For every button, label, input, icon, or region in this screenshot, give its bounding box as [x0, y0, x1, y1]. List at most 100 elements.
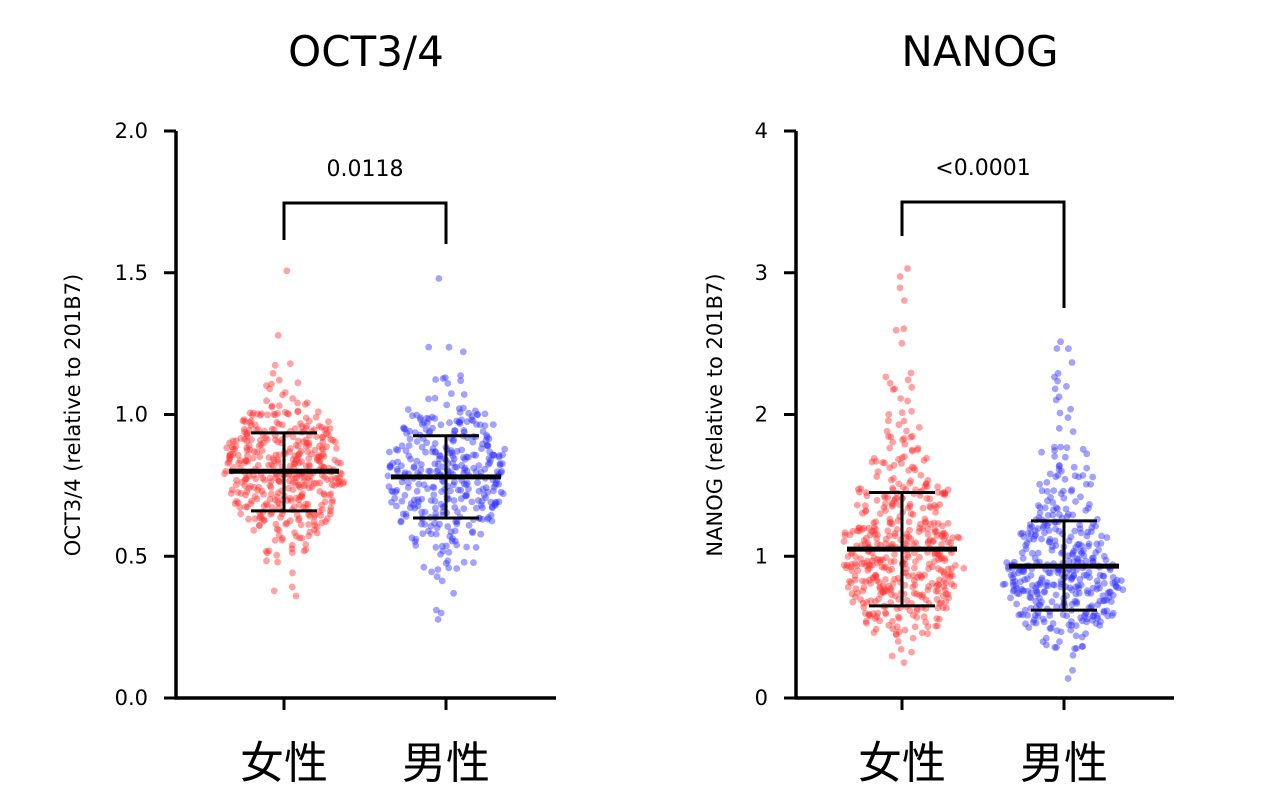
data-point — [272, 474, 280, 482]
data-point — [432, 543, 440, 551]
data-point — [259, 474, 267, 482]
data-point — [1053, 603, 1060, 610]
data-point — [845, 578, 853, 585]
data-point — [317, 511, 325, 519]
data-point — [410, 463, 418, 471]
data-point — [417, 416, 424, 424]
data-point — [490, 483, 498, 491]
y-tick-label: 2 — [755, 403, 768, 427]
category-label-male: 男性 — [402, 738, 490, 789]
data-point — [457, 486, 465, 494]
data-point — [950, 582, 958, 590]
data-point — [450, 481, 457, 489]
data-point — [847, 579, 855, 586]
data-point — [460, 505, 468, 512]
data-point — [242, 491, 249, 499]
data-point — [270, 462, 277, 470]
data-point — [1044, 582, 1052, 590]
data-point — [891, 497, 898, 504]
data-point — [320, 452, 328, 460]
data-point — [331, 482, 338, 489]
data-point — [852, 585, 860, 593]
data-point — [392, 488, 399, 496]
data-point — [925, 583, 932, 590]
data-point — [884, 527, 892, 535]
data-point — [866, 612, 874, 620]
data-point — [1097, 540, 1105, 547]
data-point — [400, 425, 408, 433]
data-point — [334, 480, 342, 488]
data-point — [941, 491, 948, 499]
data-point — [311, 526, 318, 534]
data-point — [858, 560, 866, 568]
data-point — [924, 530, 932, 538]
data-point — [1068, 586, 1076, 594]
data-point — [308, 450, 315, 458]
data-point — [471, 407, 479, 415]
data-point — [256, 522, 263, 530]
data-point — [1026, 593, 1034, 601]
data-point — [882, 540, 890, 548]
data-point — [904, 572, 912, 580]
y-ticks: 0.0 0.5 1.0 1.5 2.0 — [115, 119, 176, 710]
data-point — [869, 574, 877, 582]
data-point — [325, 418, 332, 426]
data-point — [241, 459, 248, 467]
data-point — [1073, 598, 1081, 606]
data-point — [932, 587, 940, 595]
data-point — [874, 531, 881, 538]
data-point — [451, 527, 459, 535]
data-point — [1100, 597, 1107, 605]
data-point — [1036, 601, 1044, 609]
data-point — [450, 478, 458, 486]
data-point — [256, 453, 264, 461]
data-point — [271, 361, 279, 369]
data-point — [296, 501, 303, 509]
y-tick-label: 3 — [755, 261, 768, 285]
data-point — [1034, 590, 1041, 598]
data-point — [302, 425, 310, 432]
data-point — [495, 453, 503, 461]
data-point — [296, 534, 303, 542]
data-point — [482, 437, 490, 444]
data-point — [484, 461, 492, 468]
data-point — [872, 571, 879, 579]
data-point — [1079, 643, 1086, 650]
data-point — [251, 493, 259, 500]
data-point — [873, 613, 881, 621]
data-point — [898, 339, 906, 347]
data-point — [1083, 464, 1091, 472]
data-point — [894, 574, 902, 582]
data-point — [305, 484, 313, 492]
data-point — [472, 544, 480, 551]
data-point — [1068, 574, 1075, 581]
data-point — [897, 645, 905, 653]
data-point — [301, 481, 309, 488]
data-point — [252, 475, 260, 483]
data-point — [1088, 524, 1096, 531]
chart-nanog: NANOG 0 1 2 3 4 NANOG (relative to 201B7) <0… — [703, 27, 1174, 789]
data-point — [885, 433, 892, 440]
data-point — [406, 504, 414, 512]
data-point — [922, 518, 930, 526]
data-point — [1100, 608, 1108, 616]
data-point — [462, 492, 470, 500]
data-point — [428, 413, 436, 421]
data-point — [1055, 465, 1063, 473]
data-point — [274, 438, 282, 446]
data-point — [460, 428, 468, 436]
data-point — [295, 459, 303, 467]
data-point — [445, 343, 453, 351]
data-point — [898, 454, 906, 461]
data-point — [303, 439, 311, 447]
data-point — [934, 483, 941, 491]
data-point — [903, 530, 911, 538]
data-point — [1054, 569, 1062, 576]
data-point — [460, 391, 468, 398]
data-point — [326, 425, 334, 432]
data-point — [463, 479, 471, 487]
data-point — [1018, 567, 1026, 575]
data-point — [331, 474, 339, 482]
data-point — [1053, 504, 1060, 511]
data-point — [1069, 651, 1077, 659]
